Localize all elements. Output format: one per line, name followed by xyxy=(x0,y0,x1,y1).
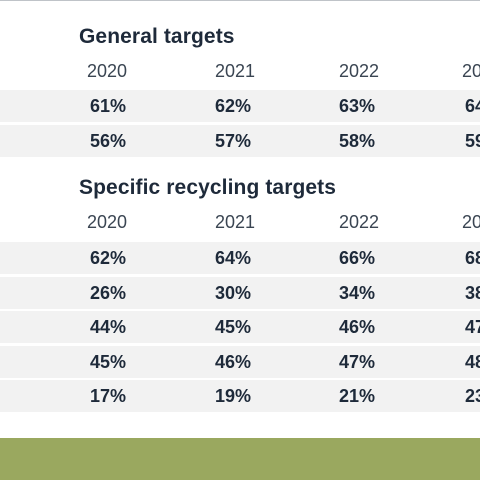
table-cell: 64% xyxy=(215,248,252,268)
specific-year-header: 2020 2021 2022 20 xyxy=(0,212,480,236)
year-header-cell: 2020 xyxy=(87,61,128,81)
table-cell: 64 xyxy=(465,96,480,116)
table-row: 56% 57% 58% 59 xyxy=(0,125,480,157)
table-cell: 45% xyxy=(90,352,127,372)
table-cell: 58% xyxy=(339,131,376,151)
table-row: 45% 46% 47% 48 xyxy=(0,346,480,378)
top-divider xyxy=(0,0,480,1)
table-cell: 48 xyxy=(465,352,480,372)
table-row: 61% 62% 63% 64 xyxy=(0,90,480,122)
year-header-cell: 2020 xyxy=(87,212,128,232)
table-cell: 59 xyxy=(465,131,480,151)
specific-targets-title: Specific recycling targets xyxy=(79,176,337,199)
year-header-cell: 2021 xyxy=(215,212,256,232)
table-cell: 46% xyxy=(339,317,376,337)
year-header-cell: 2022 xyxy=(339,61,380,81)
table-cell: 45% xyxy=(215,317,252,337)
table-cell: 30% xyxy=(215,283,252,303)
table-cell: 68 xyxy=(465,248,480,268)
table-cell: 21% xyxy=(339,386,376,406)
year-header-cell: 20 xyxy=(462,61,480,81)
table-cell: 47 xyxy=(465,317,480,337)
table-cell: 23 xyxy=(465,386,480,406)
table-cell: 19% xyxy=(215,386,252,406)
table-row: 62% 64% 66% 68 xyxy=(0,242,480,274)
year-header-cell: 2021 xyxy=(215,61,256,81)
table-cell: 57% xyxy=(215,131,252,151)
general-year-header: 2020 2021 2022 20 xyxy=(0,61,480,85)
table-row: 44% 45% 46% 47 xyxy=(0,311,480,343)
table-cell: 47% xyxy=(339,352,376,372)
table-row: 17% 19% 21% 23 xyxy=(0,380,480,412)
table-cell: 38 xyxy=(465,283,480,303)
table-cell: 63% xyxy=(339,96,376,116)
table-cell: 66% xyxy=(339,248,376,268)
table-cell: 56% xyxy=(90,131,127,151)
table-cell: 61% xyxy=(90,96,127,116)
table-row: 26% 30% 34% 38 xyxy=(0,277,480,309)
year-header-cell: 2022 xyxy=(339,212,380,232)
year-header-cell: 20 xyxy=(462,212,480,232)
table-cell: 34% xyxy=(339,283,376,303)
general-targets-title: General targets xyxy=(79,25,235,48)
table-cell: 44% xyxy=(90,317,127,337)
table-cell: 46% xyxy=(215,352,252,372)
footer-bar xyxy=(0,438,480,480)
table-cell: 17% xyxy=(90,386,127,406)
table-cell: 62% xyxy=(90,248,127,268)
table-cell: 26% xyxy=(90,283,127,303)
table-cell: 62% xyxy=(215,96,252,116)
